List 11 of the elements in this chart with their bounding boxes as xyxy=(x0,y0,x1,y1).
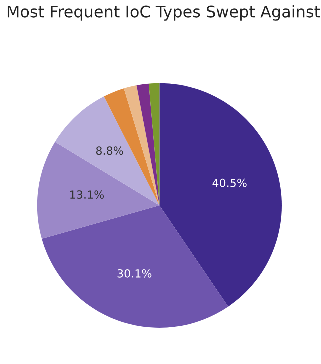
chart-title: Most Frequent IoC Types Swept Against xyxy=(8,5,320,21)
pie-slice xyxy=(160,83,282,307)
pie-slice xyxy=(42,206,228,328)
pie-slice xyxy=(124,86,160,206)
data-label: 8.8% xyxy=(96,146,124,156)
data-label: 40.5% xyxy=(212,178,247,188)
data-label: 30.1% xyxy=(118,269,152,278)
pie-slice xyxy=(55,96,160,206)
pie-slice xyxy=(136,84,160,206)
pie-slice xyxy=(37,142,160,240)
data-label: 13.1% xyxy=(70,190,104,199)
